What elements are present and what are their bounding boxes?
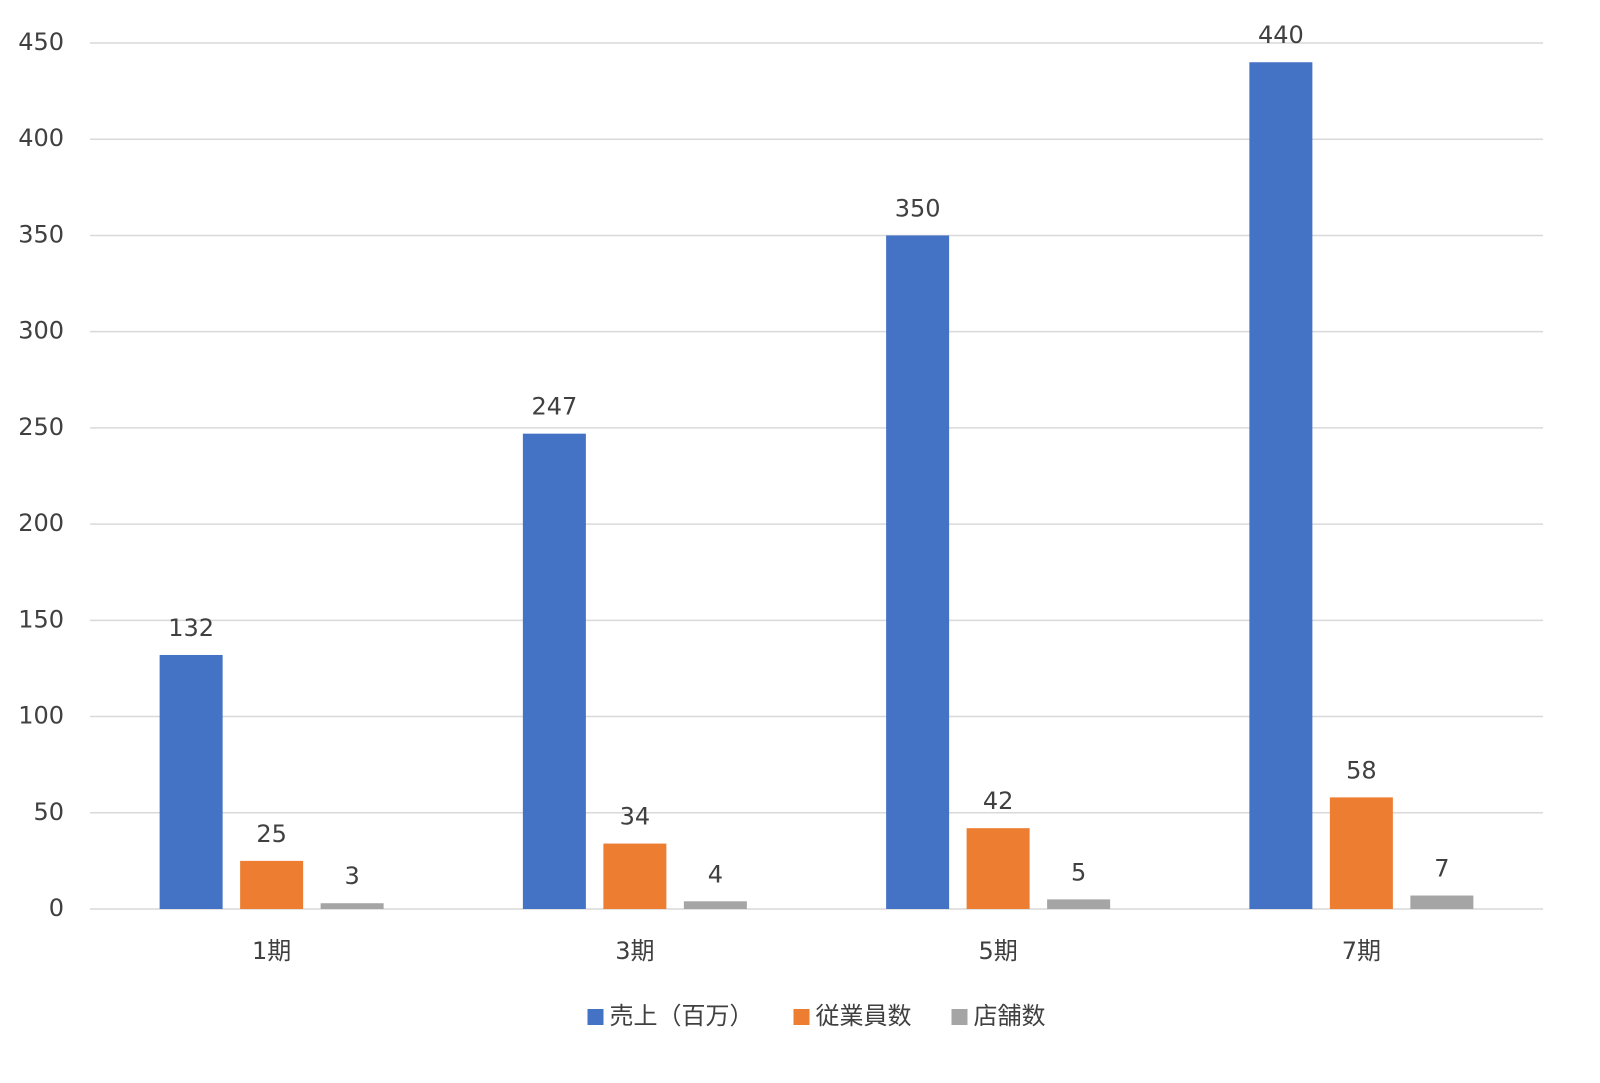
data-label: 132 [168, 614, 214, 642]
bar [240, 860, 304, 909]
bar [320, 903, 384, 909]
data-label: 4 [708, 860, 723, 888]
data-label: 5 [1071, 858, 1086, 886]
legend-label: 売上（百万） [610, 1002, 754, 1030]
data-label: 350 [895, 194, 941, 222]
data-label: 42 [983, 787, 1014, 815]
x-tick-label: 7期 [1342, 937, 1381, 965]
y-tick-label: 100 [18, 702, 64, 730]
data-label: 34 [620, 803, 651, 831]
y-tick-label: 200 [18, 509, 64, 537]
y-tick-label: 450 [18, 28, 64, 56]
bar [1047, 899, 1111, 909]
y-tick-label: 350 [18, 220, 64, 248]
data-label: 7 [1434, 855, 1449, 883]
bar [886, 235, 950, 909]
y-tick-label: 300 [18, 317, 64, 345]
data-label: 440 [1258, 21, 1304, 49]
data-label: 25 [256, 820, 287, 848]
bar [603, 843, 667, 909]
y-tick-label: 150 [18, 605, 64, 633]
bar [683, 901, 747, 909]
y-tick-label: 0 [49, 894, 64, 922]
legend-swatch [793, 1009, 810, 1025]
y-tick-label: 400 [18, 124, 64, 152]
data-label: 58 [1346, 756, 1377, 784]
legend-swatch [587, 1009, 604, 1025]
bar [966, 828, 1030, 909]
x-tick-label: 3期 [615, 937, 654, 965]
data-label: 3 [344, 862, 359, 890]
legend-swatch [951, 1009, 968, 1025]
bar [1249, 62, 1313, 909]
x-tick-label: 1期 [252, 937, 291, 965]
y-tick-label: 250 [18, 413, 64, 441]
bar [159, 654, 223, 909]
y-tick-label: 50 [33, 798, 64, 826]
bar [1329, 797, 1393, 909]
x-tick-label: 5期 [978, 937, 1017, 965]
legend-label: 店舗数 [974, 1002, 1046, 1030]
legend-label: 従業員数 [816, 1002, 912, 1030]
bar [522, 433, 586, 909]
data-label: 247 [531, 393, 577, 421]
bar [1410, 895, 1474, 909]
